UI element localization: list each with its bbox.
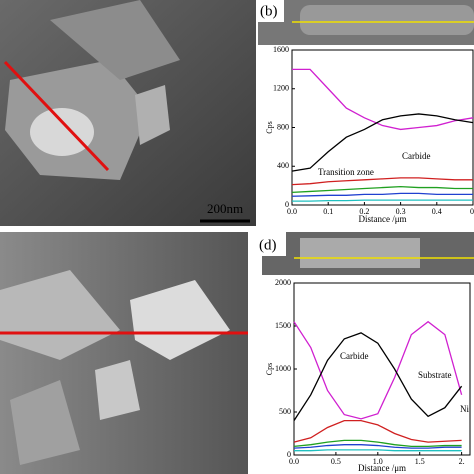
grain [0,270,120,360]
y-tick-label: 400 [277,161,289,170]
plot-frame [291,49,474,206]
y-tick-label: 0 [285,200,289,209]
x-axis-label: Distance /μm [358,463,406,473]
scale-label: 200nm [207,201,243,216]
y-axis-label: Cps [265,363,274,375]
annotation: Substrate [418,370,452,380]
y-axis-label: Cps [265,121,274,133]
grain [300,238,420,268]
x-tick-label: 1.5 [415,457,425,466]
y-tick-label: 1500 [275,321,291,330]
data-line [291,177,473,186]
x-tick-label: 0.5 [331,457,341,466]
x-tick-label: 0.0 [287,207,297,216]
grain [130,280,230,360]
y-tick-label: 0 [287,450,291,459]
y-tick-label: 2000 [275,278,291,287]
annotation: Ni [460,404,469,414]
annotation: Carbide [340,351,369,361]
data-line [293,332,463,421]
x-tick-label: 0.4 [432,207,442,216]
data-line [293,439,462,448]
label-box [258,0,284,22]
data-line [291,185,473,194]
x-tick-label: 2. [459,457,465,466]
grain [300,5,474,35]
data-line [293,444,462,449]
grain [95,360,140,420]
y-tick-label: 1200 [273,84,289,93]
grain [10,380,80,465]
y-tick-label: 1000 [275,364,291,373]
scan-line [3,60,110,172]
x-tick-label: 0.3 [396,207,406,216]
data-line [291,113,474,172]
data-line [293,320,463,420]
grain [30,108,94,156]
annotation: Carbide [402,151,431,161]
y-tick-label: 1600 [273,45,289,54]
data-line [291,192,473,197]
data-line [292,68,474,131]
x-axis-label: Distance /μm [358,214,406,224]
panel-label: (d) [259,237,277,253]
data-line [294,449,462,452]
y-tick-label: 800 [277,122,289,131]
annotation: Transition zone [318,167,374,177]
x-tick-label: 1.0 [373,457,383,466]
x-tick-label: 0.0 [289,457,299,466]
data-line [292,199,473,202]
x-tick-label: 0.2 [359,207,369,216]
plot-frame [293,282,471,456]
label-box [258,232,286,256]
y-tick-label: 500 [279,407,291,416]
panel-label: (b) [260,3,278,19]
x-tick-label: 0. [470,207,474,216]
grain [135,85,170,145]
data-line [293,419,462,443]
grain [50,0,180,80]
x-tick-label: 0.1 [323,207,333,216]
